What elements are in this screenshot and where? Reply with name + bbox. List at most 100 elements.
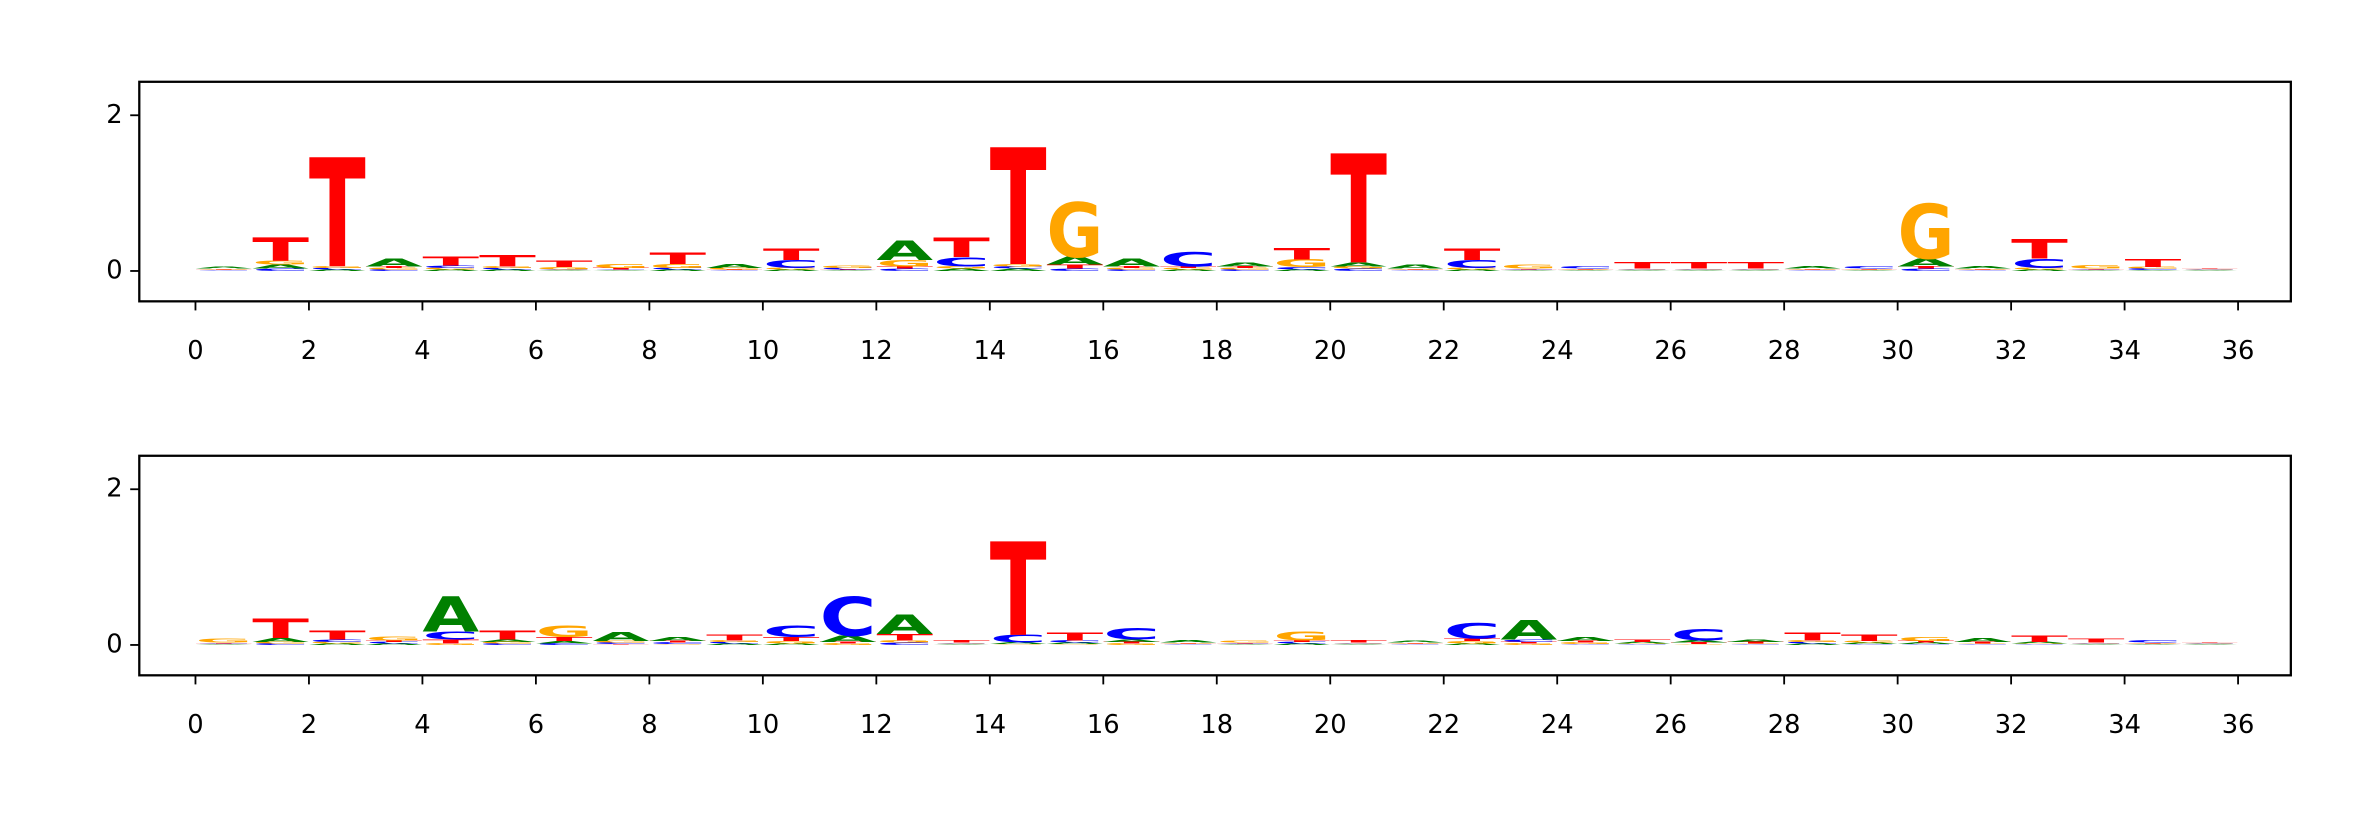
x-tick-label: 12	[860, 336, 893, 366]
letter: G	[195, 638, 252, 644]
letter: T	[1444, 638, 1501, 642]
letter: C	[1387, 270, 1444, 271]
letter: G	[1671, 644, 1728, 645]
letter: G	[422, 267, 479, 269]
letter: T	[1671, 642, 1728, 644]
x-tick-label: 36	[2222, 710, 2255, 740]
letter: A	[1784, 266, 1841, 270]
letter: T	[1160, 266, 1217, 268]
letter: T	[1898, 641, 1955, 643]
letter: A	[366, 643, 423, 645]
letter: T	[1614, 261, 1671, 271]
letter: A	[2068, 644, 2125, 645]
letter: A	[1671, 640, 1728, 644]
x-tick-label: 2	[301, 336, 317, 366]
letter: C	[1217, 643, 1274, 644]
letter: T	[1387, 268, 1444, 269]
letter: C	[1330, 268, 1387, 272]
letter: G	[1614, 643, 1671, 644]
letter: A	[1160, 269, 1217, 271]
letter: G	[1841, 269, 1898, 270]
x-tick-label: 22	[1427, 336, 1460, 366]
letter: C	[536, 269, 593, 270]
letter: A	[763, 643, 820, 645]
letter: T	[195, 268, 252, 269]
letter: A	[1727, 270, 1784, 271]
letter: A	[649, 636, 706, 642]
x-tick-label: 18	[1200, 336, 1233, 366]
letter: A	[990, 268, 1047, 272]
letter: C	[1671, 269, 1728, 270]
letter: T	[536, 259, 593, 269]
letter: A	[1727, 639, 1784, 643]
letter: T	[933, 232, 990, 263]
letter: A	[1217, 644, 1274, 645]
letter: A	[876, 235, 933, 266]
letter: A	[1217, 261, 1274, 267]
letter: G	[1274, 628, 1331, 643]
letter: G	[1727, 643, 1784, 644]
letter: T	[1047, 264, 1104, 270]
letter: T	[763, 636, 820, 642]
letter: A	[536, 640, 593, 644]
letter: A	[706, 263, 763, 269]
letter: T	[1784, 630, 1841, 642]
letter: A	[366, 256, 423, 268]
letter: T	[1444, 245, 1501, 264]
letter: G	[1274, 257, 1331, 269]
letter: A	[1330, 261, 1387, 267]
letter: T	[2011, 634, 2068, 644]
letter: T	[309, 128, 366, 302]
letter: A	[422, 269, 479, 271]
letter: C	[1727, 644, 1784, 645]
letter: G	[763, 267, 820, 269]
letter: C	[1727, 269, 1784, 270]
x-tick-label: 2	[301, 710, 317, 740]
letter: G	[1898, 190, 1955, 277]
letter: C	[195, 270, 252, 271]
letter: A	[1841, 270, 1898, 271]
letter: T	[252, 231, 309, 268]
letter: G	[1727, 268, 1784, 269]
x-tick-label: 30	[1881, 710, 1914, 740]
letter: G	[2068, 642, 2125, 643]
letter: T	[593, 644, 650, 645]
letter: T	[1727, 641, 1784, 643]
letter: T	[1557, 641, 1614, 643]
letter: A	[2181, 270, 2238, 271]
letter: G	[876, 640, 933, 644]
letter: G	[2068, 265, 2125, 270]
letter: C	[763, 622, 820, 641]
letter: T	[1274, 640, 1331, 642]
letter: A	[1274, 269, 1331, 271]
letter: T	[309, 628, 366, 643]
letter: C	[1784, 270, 1841, 271]
x-tick-label: 22	[1427, 710, 1460, 740]
letter: T	[2125, 257, 2182, 269]
letter: C	[820, 267, 877, 269]
letter: G	[1330, 266, 1387, 270]
letter: C	[1274, 266, 1331, 270]
letter: G	[1557, 269, 1614, 270]
letter: C	[1444, 258, 1501, 270]
letter: G	[1954, 643, 2011, 644]
letter: T	[876, 266, 933, 270]
letter: C	[1330, 643, 1387, 644]
letter: G	[820, 265, 877, 269]
letter: T	[820, 641, 877, 643]
letter: G	[763, 640, 820, 644]
y-tick-label: 0	[106, 629, 122, 659]
letter: C	[1784, 641, 1841, 643]
x-tick-label: 0	[187, 710, 203, 740]
letter: G	[422, 643, 479, 645]
letter: T	[1160, 642, 1217, 643]
letter: A	[1557, 636, 1614, 642]
x-tick-label: 0	[187, 336, 203, 366]
letter: A	[1841, 642, 1898, 644]
letter: C	[820, 586, 877, 648]
letter: A	[1103, 256, 1160, 268]
letter: A	[1330, 644, 1387, 645]
letter: A	[1444, 643, 1501, 645]
letter: A	[2125, 270, 2182, 271]
